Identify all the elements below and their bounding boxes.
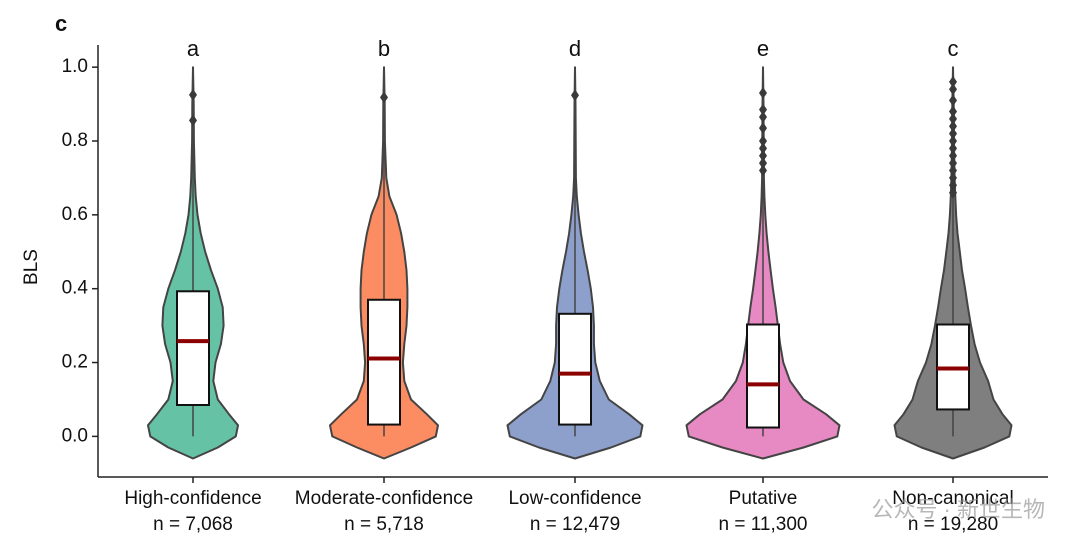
outlier bbox=[949, 149, 957, 162]
y-tick-label: 0.0 bbox=[62, 425, 88, 446]
y-tick-label: 0.4 bbox=[62, 278, 89, 299]
outlier bbox=[949, 83, 957, 96]
outlier bbox=[380, 91, 388, 104]
outlier bbox=[759, 149, 767, 162]
outlier bbox=[949, 157, 957, 170]
box bbox=[176, 290, 210, 406]
significance-letter: e bbox=[757, 36, 769, 61]
outlier bbox=[949, 105, 957, 118]
significance-letter: d bbox=[569, 36, 581, 61]
outlier bbox=[189, 88, 197, 101]
x-tick-label: Non-canonical bbox=[892, 488, 1013, 509]
box bbox=[746, 323, 780, 429]
outlier bbox=[949, 112, 957, 125]
y-tick-label: 1.0 bbox=[62, 56, 88, 77]
outlier bbox=[571, 89, 579, 102]
outlier bbox=[949, 94, 957, 107]
outlier bbox=[949, 186, 957, 199]
outlier bbox=[949, 75, 957, 88]
outlier bbox=[949, 171, 957, 184]
outlier bbox=[759, 157, 767, 170]
box bbox=[558, 312, 592, 426]
outlier bbox=[949, 120, 957, 133]
y-tick-label: 0.8 bbox=[62, 130, 88, 151]
outlier bbox=[759, 164, 767, 177]
n-label: n = 11,300 bbox=[719, 514, 808, 535]
outlier bbox=[759, 142, 767, 155]
outlier bbox=[189, 114, 197, 127]
x-tick-label: High-confidence bbox=[124, 488, 261, 509]
y-tick-label: 0.2 bbox=[62, 352, 88, 373]
panel-label: c bbox=[55, 11, 67, 36]
n-label: n = 5,718 bbox=[344, 514, 424, 535]
outlier bbox=[759, 122, 767, 135]
outlier bbox=[759, 103, 767, 116]
x-tick-label: Low-confidence bbox=[508, 488, 641, 509]
outlier bbox=[949, 127, 957, 140]
significance-letter: c bbox=[948, 36, 959, 61]
outlier bbox=[949, 135, 957, 147]
outlier bbox=[949, 164, 957, 177]
significance-letter: b bbox=[378, 36, 390, 61]
n-label: n = 19,280 bbox=[908, 514, 998, 535]
x-tick-label: Moderate-confidence bbox=[295, 488, 474, 509]
watermark: 公众号 · 新世生物 bbox=[871, 497, 1045, 522]
n-label: n = 7,068 bbox=[153, 514, 233, 535]
box bbox=[367, 298, 401, 426]
significance-letter: a bbox=[187, 36, 200, 61]
outlier bbox=[759, 87, 767, 99]
x-tick-label: Putative bbox=[729, 488, 798, 509]
y-axis-label: BLS bbox=[21, 249, 42, 285]
outlier bbox=[949, 142, 957, 155]
outlier bbox=[759, 111, 767, 123]
outlier bbox=[759, 135, 767, 147]
n-label: n = 12,479 bbox=[530, 514, 620, 535]
y-tick-label: 0.6 bbox=[62, 204, 88, 225]
outlier bbox=[949, 179, 957, 192]
